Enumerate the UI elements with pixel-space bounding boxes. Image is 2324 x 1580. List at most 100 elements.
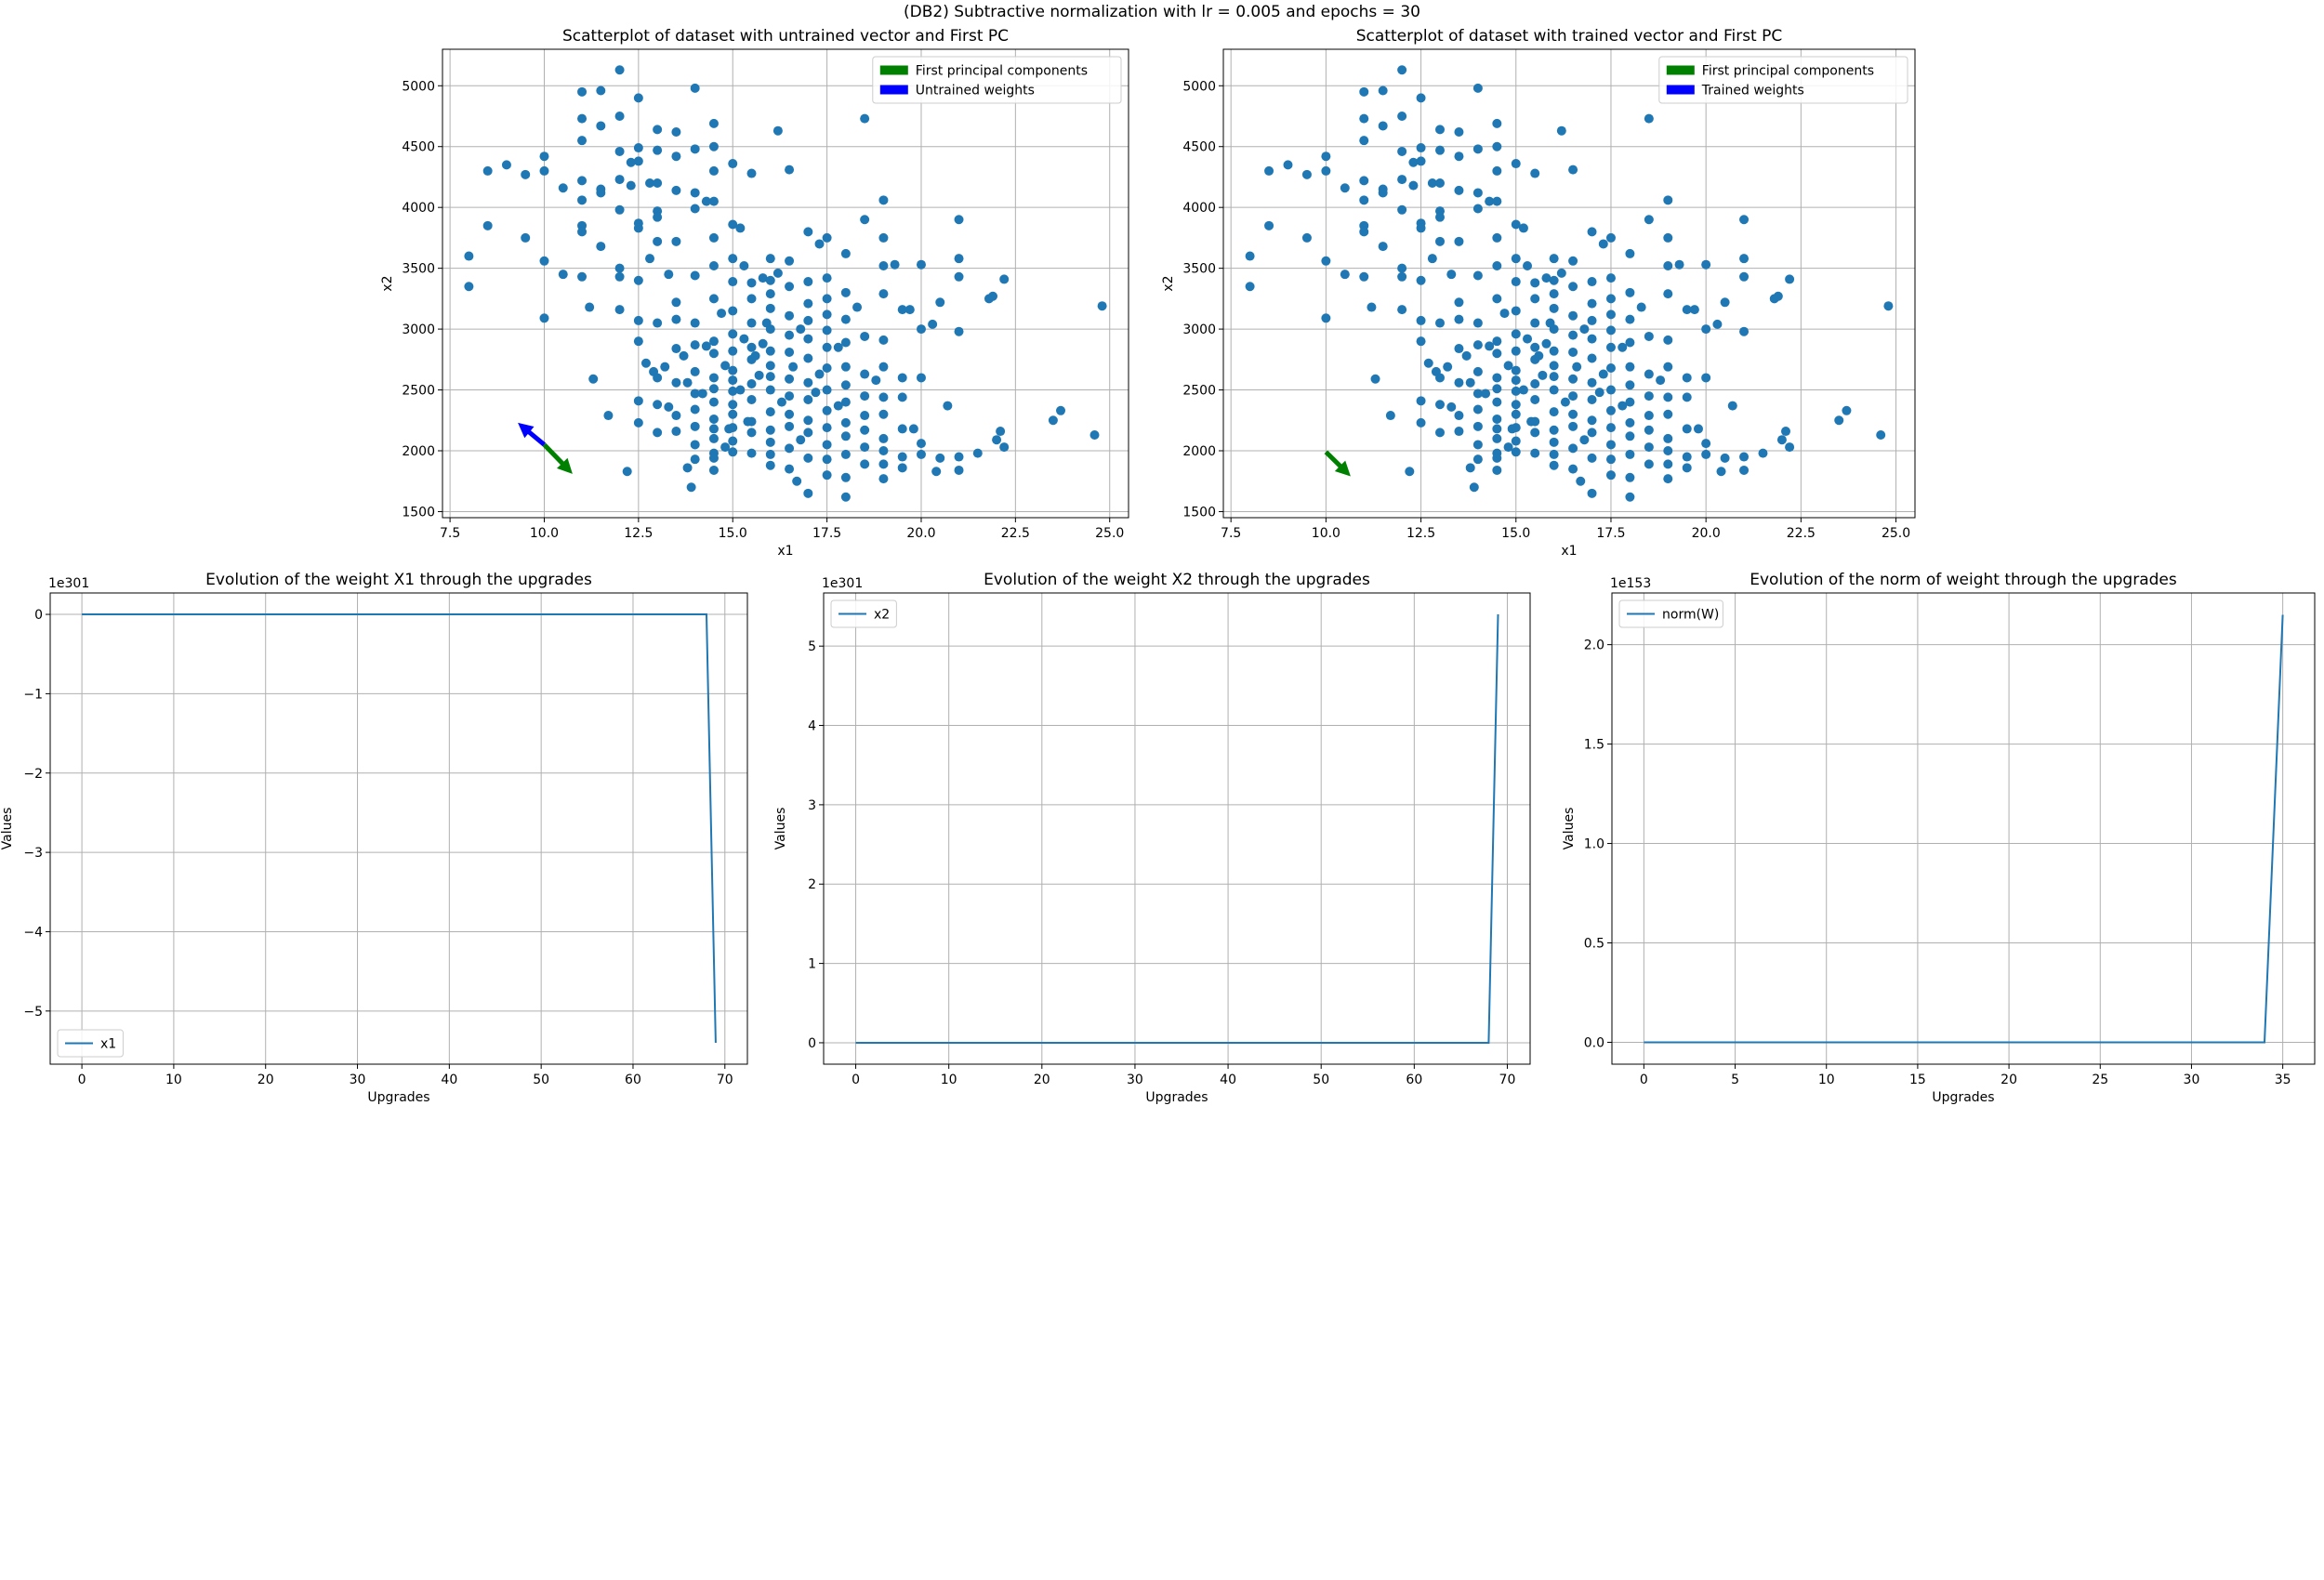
scatter-point [1446, 402, 1457, 412]
x-tick-label: 10 [941, 1073, 957, 1087]
scatter-point [1568, 464, 1578, 474]
scatter-point [1644, 411, 1654, 421]
scatter-point [1773, 291, 1783, 301]
scatter-point [803, 315, 813, 325]
scatter-point [539, 165, 549, 176]
scatter-point [785, 464, 795, 474]
scatter-point [1701, 449, 1711, 459]
x-tick-label: 25.0 [1095, 526, 1124, 541]
scatter-point [1625, 472, 1635, 482]
x-tick-label: 50 [1313, 1073, 1329, 1087]
scatter-point [822, 385, 832, 395]
scatter-point [1511, 329, 1521, 339]
scatter-point [860, 113, 870, 124]
scatter-point [785, 421, 795, 431]
scatter-point [596, 242, 606, 252]
x-tick-label: 60 [625, 1073, 641, 1087]
scatter-point [708, 261, 719, 271]
scatter-point [746, 294, 757, 304]
scatter-point [897, 452, 907, 462]
scatter-point [1549, 407, 1559, 417]
scatter-point [690, 454, 700, 465]
scatter-point [1397, 263, 1407, 273]
scatter-point [1465, 463, 1475, 473]
scatter-point [785, 347, 795, 357]
scatter-point [1370, 374, 1380, 384]
scatter-point [539, 151, 549, 162]
scatter-point [1530, 342, 1540, 352]
scatter-point [1503, 442, 1513, 453]
scatter-point [1321, 151, 1331, 162]
series-line-x2 [855, 613, 1499, 1044]
scatter-point [708, 397, 719, 407]
scatter-point [1549, 289, 1559, 299]
scatter-point [761, 318, 772, 328]
scatter-point [1511, 436, 1521, 446]
scatter-point [671, 377, 681, 388]
scatter-point [822, 309, 832, 320]
scatter-point [803, 415, 813, 426]
scatter-point [1785, 442, 1795, 453]
scatter-point [1511, 423, 1521, 433]
scatter-point [822, 232, 832, 243]
scatter-point [1625, 431, 1635, 441]
scatter-point [1644, 369, 1654, 379]
scatter-point [690, 388, 700, 399]
scatter-point [1454, 185, 1464, 195]
scatter-point [1378, 121, 1388, 131]
scatter-point [1663, 446, 1673, 455]
legend-label: First principal components [916, 64, 1088, 79]
scatter-point [1568, 421, 1578, 431]
y-tick-label: −5 [23, 1005, 43, 1020]
scatter-point [1530, 294, 1540, 304]
scatter-point [746, 318, 757, 328]
scatter-point [614, 271, 625, 282]
y-tick-label: 0 [34, 608, 43, 623]
scatter-point [1499, 309, 1510, 319]
scatter-point [746, 168, 757, 178]
y-tick-label: 2 [808, 877, 816, 892]
x-axis-label: Upgrades [1145, 1090, 1208, 1105]
scatter-point [954, 215, 964, 225]
axes-frame [442, 48, 1129, 519]
scatter-point [585, 302, 595, 312]
x-tick-label: 20 [2000, 1073, 2017, 1087]
scatter-point [1693, 424, 1703, 434]
plot-area [1245, 65, 1894, 502]
x-axis-label: x1 [777, 544, 793, 559]
scatter-point [1454, 377, 1464, 388]
scatter-point [852, 302, 863, 312]
scatter-point [1511, 409, 1521, 419]
scatter-point [728, 365, 738, 375]
scatter-point [1568, 391, 1578, 402]
scatter-point [935, 453, 945, 463]
scatter-point [1530, 428, 1540, 438]
scatter-point [1397, 305, 1407, 315]
scatter-point [772, 268, 783, 278]
scatter-point [1625, 380, 1635, 390]
legend-box [1618, 599, 1723, 628]
scatter-point [1321, 313, 1331, 323]
scatter-point [653, 373, 663, 383]
scatter-point [803, 298, 813, 309]
scatter-point [1572, 362, 1582, 372]
scatter-point [878, 474, 889, 484]
scatter-point [1454, 427, 1464, 437]
scatter-point [758, 338, 768, 349]
scatter-point [1587, 315, 1597, 325]
x-tick-label: 40 [441, 1073, 457, 1087]
x-tick-label: 0 [78, 1073, 86, 1087]
scatter-point [954, 326, 964, 336]
scatter-point [1644, 425, 1654, 435]
scatter-point [633, 315, 643, 325]
x-tick-label: 70 [717, 1073, 733, 1087]
y-tick-label: 5000 [402, 79, 435, 94]
scatter-point [728, 159, 738, 169]
scatter-point [653, 178, 663, 188]
y-tick-label: 4000 [402, 201, 435, 216]
scatter-point [1605, 454, 1616, 465]
scatter-point [746, 416, 757, 427]
scatter-point [1625, 397, 1635, 407]
scatter-point [1416, 336, 1426, 347]
scatter-point [1605, 362, 1616, 373]
